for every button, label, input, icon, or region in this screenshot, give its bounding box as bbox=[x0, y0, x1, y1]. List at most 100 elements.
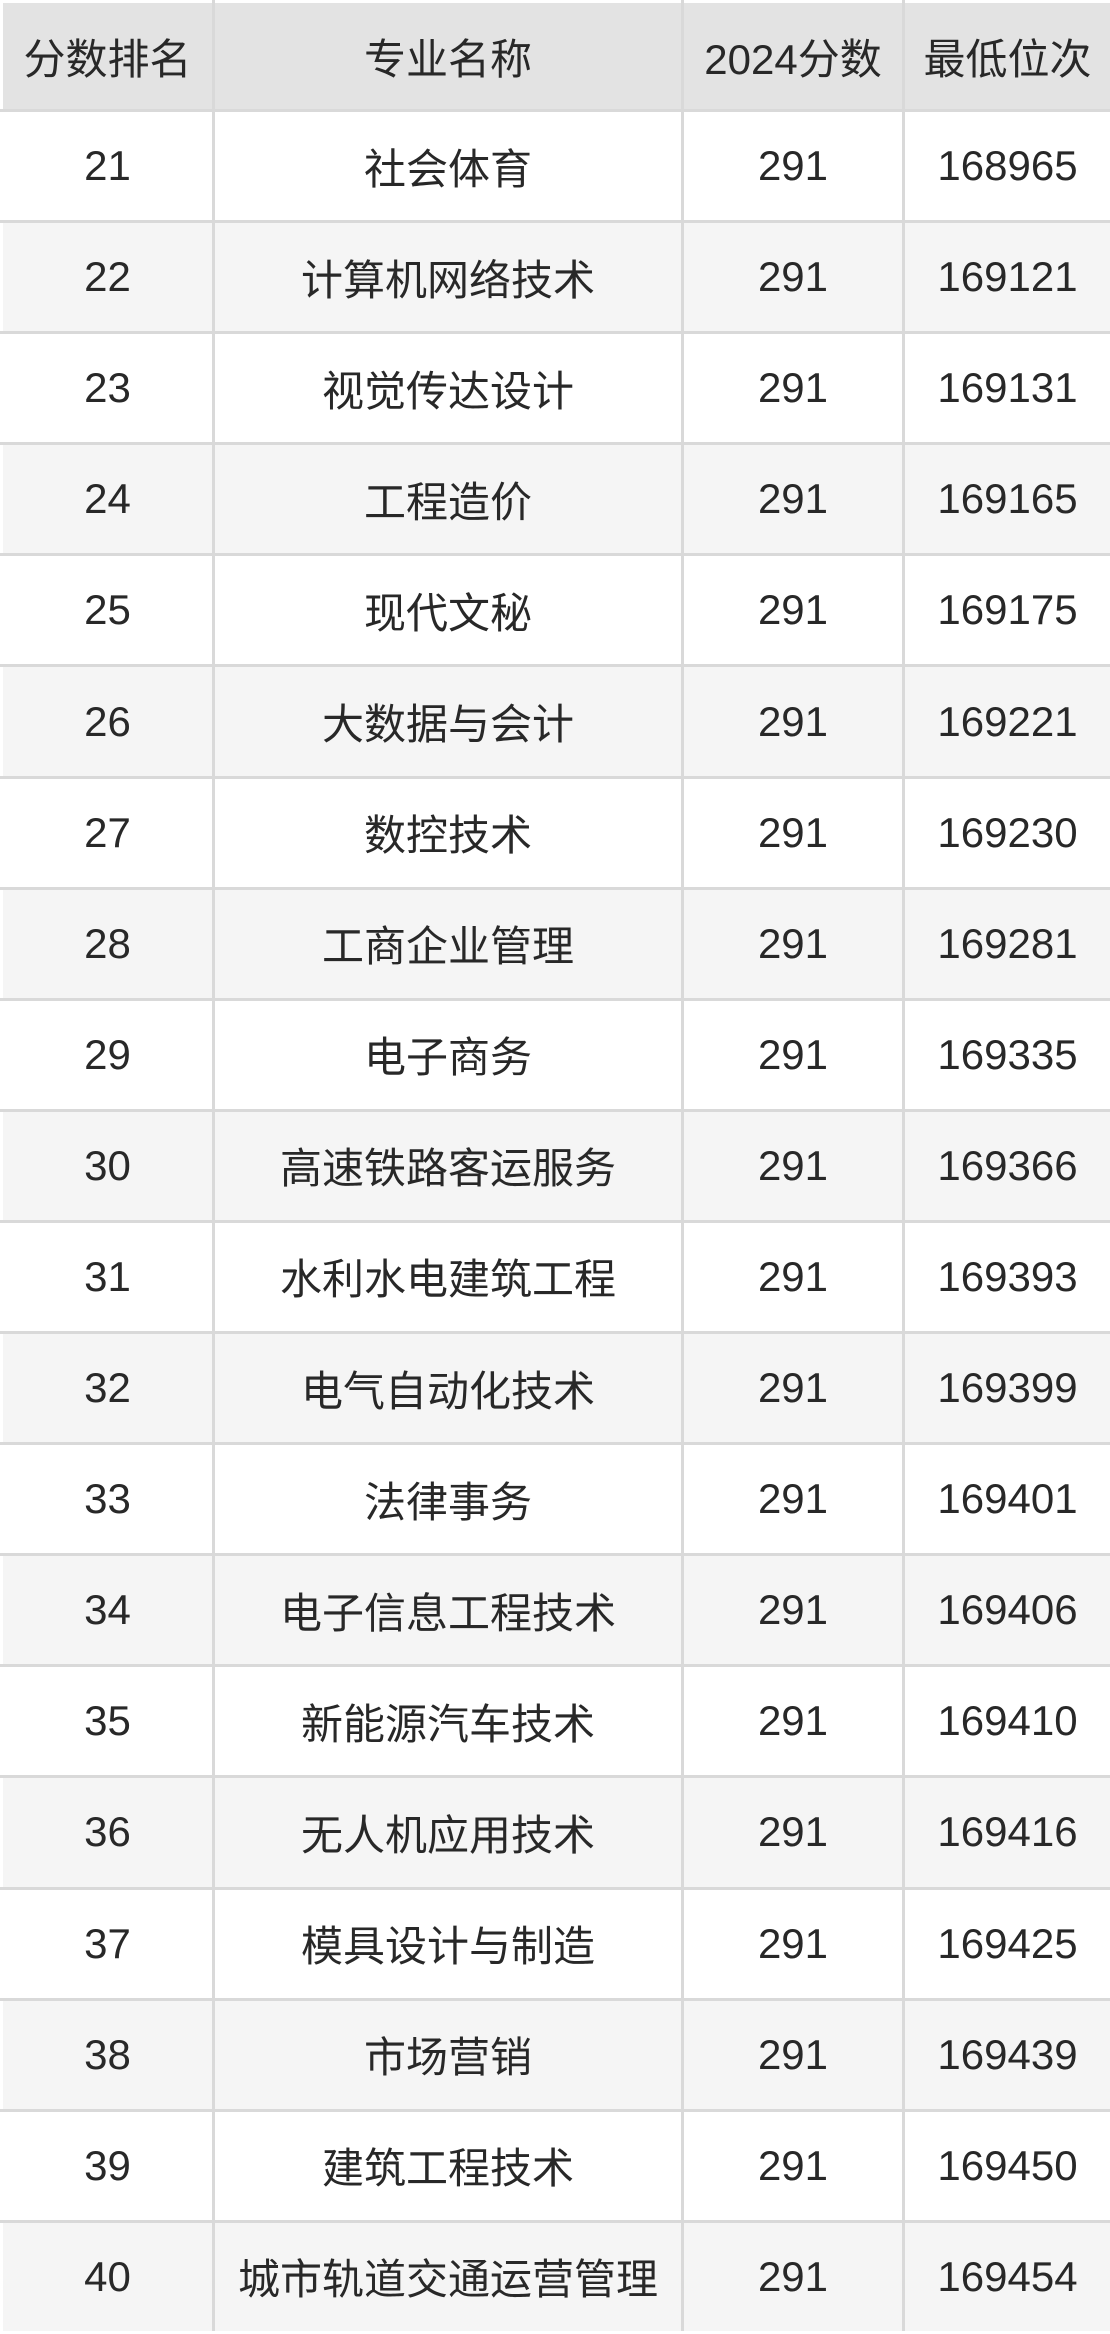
rank-cell: 31 bbox=[0, 1219, 215, 1335]
major-cell: 视觉传达设计 bbox=[212, 331, 684, 446]
score-cell: 291 bbox=[681, 1553, 905, 1668]
rank-cell: 39 bbox=[0, 2108, 215, 2223]
major-cell: 建筑工程技术 bbox=[212, 2108, 684, 2223]
table-row: 23 视觉传达设计 291 169131 bbox=[0, 331, 1110, 446]
rank-cell: 33 bbox=[0, 1442, 215, 1557]
table-row: 37 模具设计与制造 291 169425 bbox=[0, 1886, 1110, 2001]
score-cell: 291 bbox=[681, 553, 905, 668]
major-cell: 模具设计与制造 bbox=[212, 1886, 684, 2001]
rank-cell: 36 bbox=[0, 1775, 215, 1890]
min-rank-cell: 169175 bbox=[902, 553, 1110, 668]
table-row: 36 无人机应用技术 291 169416 bbox=[0, 1775, 1110, 1890]
rank-cell: 26 bbox=[0, 664, 215, 779]
rank-cell: 27 bbox=[0, 775, 215, 890]
table-row: 28 工商企业管理 291 169281 bbox=[0, 886, 1110, 1001]
score-cell: 291 bbox=[681, 664, 905, 779]
score-cell: 291 bbox=[681, 1108, 905, 1223]
table-row: 35 新能源汽车技术 291 169410 bbox=[0, 1664, 1110, 1779]
major-cell: 高速铁路客运服务 bbox=[212, 1108, 684, 1223]
min-rank-cell: 169165 bbox=[902, 442, 1110, 557]
min-rank-cell: 168965 bbox=[902, 108, 1110, 224]
score-cell: 291 bbox=[681, 1886, 905, 2001]
min-rank-cell: 169450 bbox=[902, 2108, 1110, 2223]
major-cell: 计算机网络技术 bbox=[212, 220, 684, 335]
score-cell: 291 bbox=[681, 331, 905, 446]
table-row: 27 数控技术 291 169230 bbox=[0, 775, 1110, 890]
score-cell: 291 bbox=[681, 2108, 905, 2223]
table-row: 32 电气自动化技术 291 169399 bbox=[0, 1331, 1110, 1446]
major-cell: 工商企业管理 bbox=[212, 886, 684, 1001]
major-cell: 电子信息工程技术 bbox=[212, 1553, 684, 1668]
min-rank-cell: 169454 bbox=[902, 2219, 1110, 2334]
table-row: 30 高速铁路客运服务 291 169366 bbox=[0, 1108, 1110, 1223]
min-rank-cell: 169281 bbox=[902, 886, 1110, 1001]
major-cell: 新能源汽车技术 bbox=[212, 1664, 684, 1779]
rank-cell: 28 bbox=[0, 886, 215, 1001]
score-cell: 291 bbox=[681, 1775, 905, 1890]
rank-cell: 29 bbox=[0, 997, 215, 1112]
col-header-rank: 分数排名 bbox=[0, 0, 215, 112]
score-cell: 291 bbox=[681, 886, 905, 1001]
min-rank-cell: 169121 bbox=[902, 220, 1110, 335]
table-row: 39 建筑工程技术 291 169450 bbox=[0, 2108, 1110, 2223]
table-row: 29 电子商务 291 169335 bbox=[0, 997, 1110, 1112]
min-rank-cell: 169401 bbox=[902, 1442, 1110, 1557]
col-header-score: 2024分数 bbox=[681, 0, 905, 112]
table-row: 22 计算机网络技术 291 169121 bbox=[0, 220, 1110, 335]
table-row: 24 工程造价 291 169165 bbox=[0, 442, 1110, 557]
table-row: 31 水利水电建筑工程 291 169393 bbox=[0, 1219, 1110, 1335]
table-row: 33 法律事务 291 169401 bbox=[0, 1442, 1110, 1557]
score-cell: 291 bbox=[681, 775, 905, 890]
score-cell: 291 bbox=[681, 220, 905, 335]
min-rank-cell: 169131 bbox=[902, 331, 1110, 446]
rank-cell: 30 bbox=[0, 1108, 215, 1223]
major-cell: 数控技术 bbox=[212, 775, 684, 890]
table-row: 38 市场营销 291 169439 bbox=[0, 1997, 1110, 2112]
table-row: 21 社会体育 291 168965 bbox=[0, 108, 1110, 224]
table-header: 分数排名 专业名称 2024分数 最低位次 bbox=[0, 0, 1110, 112]
rank-cell: 35 bbox=[0, 1664, 215, 1779]
min-rank-cell: 169393 bbox=[902, 1219, 1110, 1335]
rank-cell: 40 bbox=[0, 2219, 215, 2334]
rank-cell: 21 bbox=[0, 108, 215, 224]
rank-cell: 25 bbox=[0, 553, 215, 668]
min-rank-cell: 169406 bbox=[902, 1553, 1110, 1668]
major-cell: 法律事务 bbox=[212, 1442, 684, 1557]
rank-cell: 23 bbox=[0, 331, 215, 446]
score-cell: 291 bbox=[681, 1331, 905, 1446]
min-rank-cell: 169366 bbox=[902, 1108, 1110, 1223]
min-rank-cell: 169230 bbox=[902, 775, 1110, 890]
score-cell: 291 bbox=[681, 1442, 905, 1557]
min-rank-cell: 169335 bbox=[902, 997, 1110, 1112]
major-cell: 水利水电建筑工程 bbox=[212, 1219, 684, 1335]
header-row: 分数排名 专业名称 2024分数 最低位次 bbox=[0, 0, 1110, 112]
col-header-min-rank: 最低位次 bbox=[902, 0, 1110, 112]
min-rank-cell: 169221 bbox=[902, 664, 1110, 779]
min-rank-cell: 169399 bbox=[902, 1331, 1110, 1446]
major-cell: 大数据与会计 bbox=[212, 664, 684, 779]
major-cell: 电气自动化技术 bbox=[212, 1331, 684, 1446]
min-rank-cell: 169416 bbox=[902, 1775, 1110, 1890]
score-cell: 291 bbox=[681, 108, 905, 224]
rank-cell: 32 bbox=[0, 1331, 215, 1446]
rank-cell: 34 bbox=[0, 1553, 215, 1668]
table-row: 40 城市轨道交通运营管理 291 169454 bbox=[0, 2219, 1110, 2334]
major-cell: 社会体育 bbox=[212, 108, 684, 224]
rank-cell: 37 bbox=[0, 1886, 215, 2001]
table-row: 26 大数据与会计 291 169221 bbox=[0, 664, 1110, 779]
table-row: 34 电子信息工程技术 291 169406 bbox=[0, 1553, 1110, 1668]
min-rank-cell: 169439 bbox=[902, 1997, 1110, 2112]
rank-cell: 24 bbox=[0, 442, 215, 557]
score-cell: 291 bbox=[681, 997, 905, 1112]
major-cell: 无人机应用技术 bbox=[212, 1775, 684, 1890]
min-rank-cell: 169410 bbox=[902, 1664, 1110, 1779]
score-cell: 291 bbox=[681, 1997, 905, 2112]
table-row: 25 现代文秘 291 169175 bbox=[0, 553, 1110, 668]
score-cell: 291 bbox=[681, 2219, 905, 2334]
table-body: 21 社会体育 291 168965 22 计算机网络技术 291 169121… bbox=[0, 108, 1110, 2334]
major-cell: 现代文秘 bbox=[212, 553, 684, 668]
major-cell: 工程造价 bbox=[212, 442, 684, 557]
major-cell: 市场营销 bbox=[212, 1997, 684, 2112]
